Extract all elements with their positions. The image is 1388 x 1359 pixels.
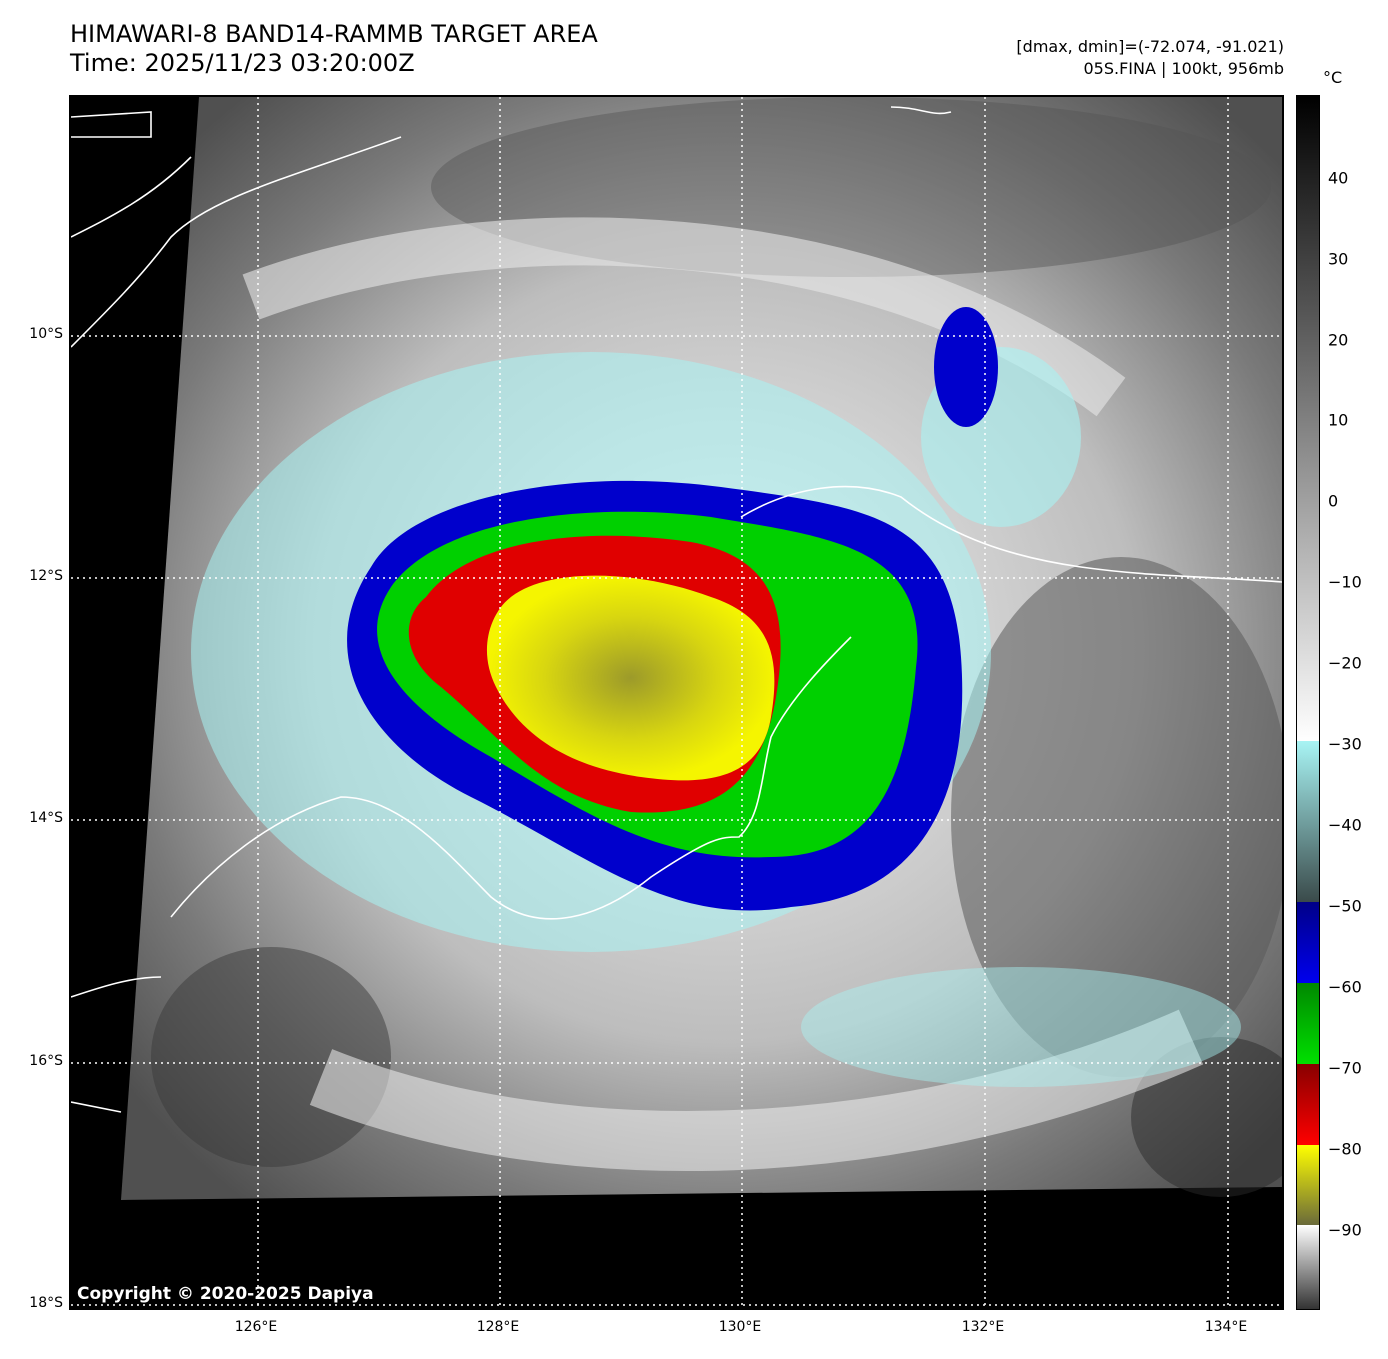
colorbar-tick: −70	[1328, 1058, 1362, 1078]
colorbar-tick: −40	[1328, 815, 1362, 835]
range-text: [dmax, dmin]=(-72.074, -91.021)	[1016, 37, 1284, 56]
colorbar-tick: −80	[1328, 1139, 1362, 1159]
colorbar-tick: −90	[1328, 1220, 1362, 1240]
lon-label-132e: 132°E	[961, 1319, 1005, 1335]
lat-label-10s: 10°S	[29, 326, 63, 342]
colorbar-tick: 40	[1328, 168, 1349, 188]
colorbar-tick: 0	[1328, 491, 1339, 511]
lon-label-126e: 126°E	[234, 1319, 278, 1335]
lat-label-12s: 12°S	[29, 568, 63, 584]
copyright-text: Copyright © 2020-2025 Dapiya	[77, 1284, 374, 1304]
colorbar-unit: °C	[1323, 68, 1343, 87]
lon-label-128e: 128°E	[476, 1319, 520, 1335]
title-line-2: Time: 2025/11/23 03:20:00Z	[70, 49, 415, 77]
lon-label-134e: 134°E	[1204, 1319, 1248, 1335]
coastlines	[71, 106, 1282, 1113]
lat-label-14s: 14°S	[29, 810, 63, 826]
colorbar-tick: −30	[1328, 734, 1362, 754]
satellite-map: Copyright © 2020-2025 Dapiya	[69, 95, 1284, 1310]
lat-label-18s: 18°S	[29, 1295, 63, 1311]
title-line-1: HIMAWARI-8 BAND14-RAMMB TARGET AREA	[70, 20, 598, 48]
graticule	[71, 97, 1282, 1308]
colorbar-tick: −10	[1328, 572, 1362, 592]
lat-label-16s: 16°S	[29, 1053, 63, 1069]
colorbar-gradient	[1297, 96, 1319, 1309]
storm-text: 05S.FINA | 100kt, 956mb	[1083, 59, 1284, 78]
colorbar-tick: −20	[1328, 653, 1362, 673]
yellow-cloud-core	[486, 575, 775, 781]
colorbar-tick: 30	[1328, 249, 1349, 269]
chart-title: HIMAWARI-8 BAND14-RAMMB TARGET AREA Time…	[70, 20, 598, 78]
colorbar-tick: 10	[1328, 410, 1349, 430]
satellite-imagery	[71, 97, 1282, 1308]
storm-info: [dmax, dmin]=(-72.074, -91.021) 05S.FINA…	[1016, 36, 1284, 80]
colorbar-tick: −50	[1328, 896, 1362, 916]
colorbar	[1296, 95, 1320, 1310]
colorbar-tick: −60	[1328, 977, 1362, 997]
colorbar-tick: 20	[1328, 330, 1349, 350]
lon-label-130e: 130°E	[718, 1319, 762, 1335]
